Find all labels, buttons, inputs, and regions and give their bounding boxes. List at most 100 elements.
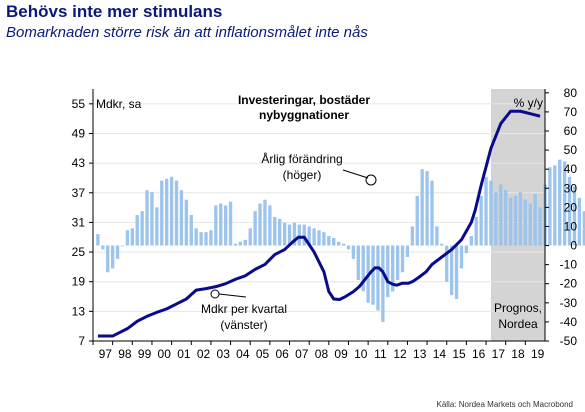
growth-bar: [346, 245, 351, 250]
growth-bar: [120, 245, 125, 247]
growth-bar: [548, 167, 552, 246]
growth-bar: [430, 180, 434, 246]
growth-bar: [528, 203, 532, 246]
growth-bar: [287, 224, 292, 246]
axis-labels: 55 49 43 37 31 25 19 13 7 80 70 60 50 40 30 20 10 0 -10 -20…: [72, 86, 578, 361]
growth-bar: [420, 169, 424, 246]
growth-bar: [263, 199, 267, 246]
growth-bar: [504, 190, 508, 246]
x-tick-label: 05: [256, 347, 270, 361]
growth-bar: [184, 199, 189, 246]
left-tick-label: 7: [78, 334, 85, 348]
x-tick-label: 07: [295, 347, 309, 361]
left-tick-label: 31: [72, 215, 86, 229]
right-tick-label: -10: [560, 258, 578, 272]
forecast-label-line-2: Nordea: [498, 317, 538, 331]
growth-bar: [248, 228, 252, 246]
growth-bar: [106, 245, 110, 273]
growth-bar: [327, 236, 331, 246]
right-tick-label: -40: [560, 315, 578, 329]
growth-bar: [445, 245, 449, 282]
x-tick-label: 18: [511, 347, 525, 361]
growth-bar: [484, 176, 488, 246]
growth-bar: [110, 245, 115, 269]
growth-bar: [459, 245, 464, 269]
growth-bar: [332, 237, 336, 246]
growth-bar: [115, 245, 120, 259]
growth-bar: [169, 176, 174, 246]
x-tick-label: 10: [354, 347, 368, 361]
growth-bar: [228, 201, 233, 246]
x-tick-label: 11: [374, 347, 387, 361]
forecast-label-line-1: Prognos,: [494, 301, 542, 315]
growth-bar: [179, 190, 184, 246]
growth-bar: [415, 195, 419, 246]
right-tick-label: -30: [560, 296, 578, 310]
growth-bar: [376, 245, 380, 311]
growth-bar: [474, 216, 478, 246]
x-tick-label: 16: [472, 347, 486, 361]
x-tick-label: 08: [315, 347, 329, 361]
growth-bar: [273, 216, 277, 246]
growth-bar: [199, 232, 203, 246]
right-tick-label: 20: [564, 200, 578, 214]
level-series-line: [97, 109, 541, 338]
x-tick-label: 15: [452, 347, 466, 361]
growth-bar: [405, 245, 410, 257]
growth-bar: [302, 224, 306, 246]
growth-bar: [145, 190, 149, 246]
right-tick-label: -50: [560, 334, 578, 348]
growth-bar: [194, 228, 198, 246]
chart-title: Behövs inte mer stimulans: [6, 2, 223, 21]
growth-bar: [489, 180, 493, 246]
growth-bar: [572, 186, 577, 246]
growth-bar: [312, 228, 316, 246]
left-axis-title: Mdkr, sa: [96, 97, 142, 111]
growth-bar: [219, 203, 223, 246]
growth-bar: [189, 215, 193, 246]
growth-bar: [494, 192, 498, 246]
right-tick-label: 70: [564, 105, 578, 119]
right-axis-title: % y/y: [514, 96, 543, 110]
growth-bar: [562, 161, 567, 246]
growth-bar: [278, 218, 282, 246]
growth-bar: [125, 230, 130, 246]
left-tick-label: 55: [72, 97, 86, 111]
x-tick-label: 97: [99, 347, 113, 361]
x-tick-label: 00: [158, 347, 172, 361]
growth-bar: [513, 195, 518, 246]
growth-bar: [135, 215, 139, 246]
growth-bar: [440, 243, 444, 246]
x-tick-label: 03: [217, 347, 231, 361]
growth-bar: [356, 245, 360, 280]
growth-bar: [518, 192, 523, 246]
x-tick-label: 13: [413, 347, 427, 361]
left-tick-label: 13: [72, 304, 86, 318]
growth-annotation-marker: [365, 174, 377, 186]
right-tick-label: -20: [560, 277, 578, 291]
growth-bar: [449, 245, 454, 296]
left-tick-label: 43: [72, 156, 86, 170]
growth-bar: [233, 243, 238, 246]
source-note: Källa: Nordea Markets och Macrobond: [436, 400, 573, 409]
x-tick-label: 17: [492, 347, 506, 361]
x-tick-label: 14: [433, 347, 447, 361]
growth-bar: [361, 245, 365, 292]
growth-bar: [204, 232, 208, 246]
x-tick-label: 04: [236, 347, 250, 361]
growth-bar: [582, 211, 585, 246]
x-tick-label: 01: [177, 347, 191, 361]
growth-annotation-pointer: [342, 169, 369, 179]
growth-bar: [223, 205, 228, 246]
growth-bar: [238, 241, 243, 246]
growth-bar: [410, 226, 415, 246]
growth-bar: [351, 245, 356, 259]
chart-subtitle: Bomarknaden större risk än att inflation…: [6, 24, 368, 41]
left-tick-label: 25: [72, 245, 86, 259]
growth-bar: [243, 239, 247, 246]
growth-bar: [558, 159, 562, 246]
x-tick-label: 02: [197, 347, 211, 361]
growth-bar: [469, 236, 473, 246]
growth-annotation-line-2: (höger): [283, 168, 322, 182]
